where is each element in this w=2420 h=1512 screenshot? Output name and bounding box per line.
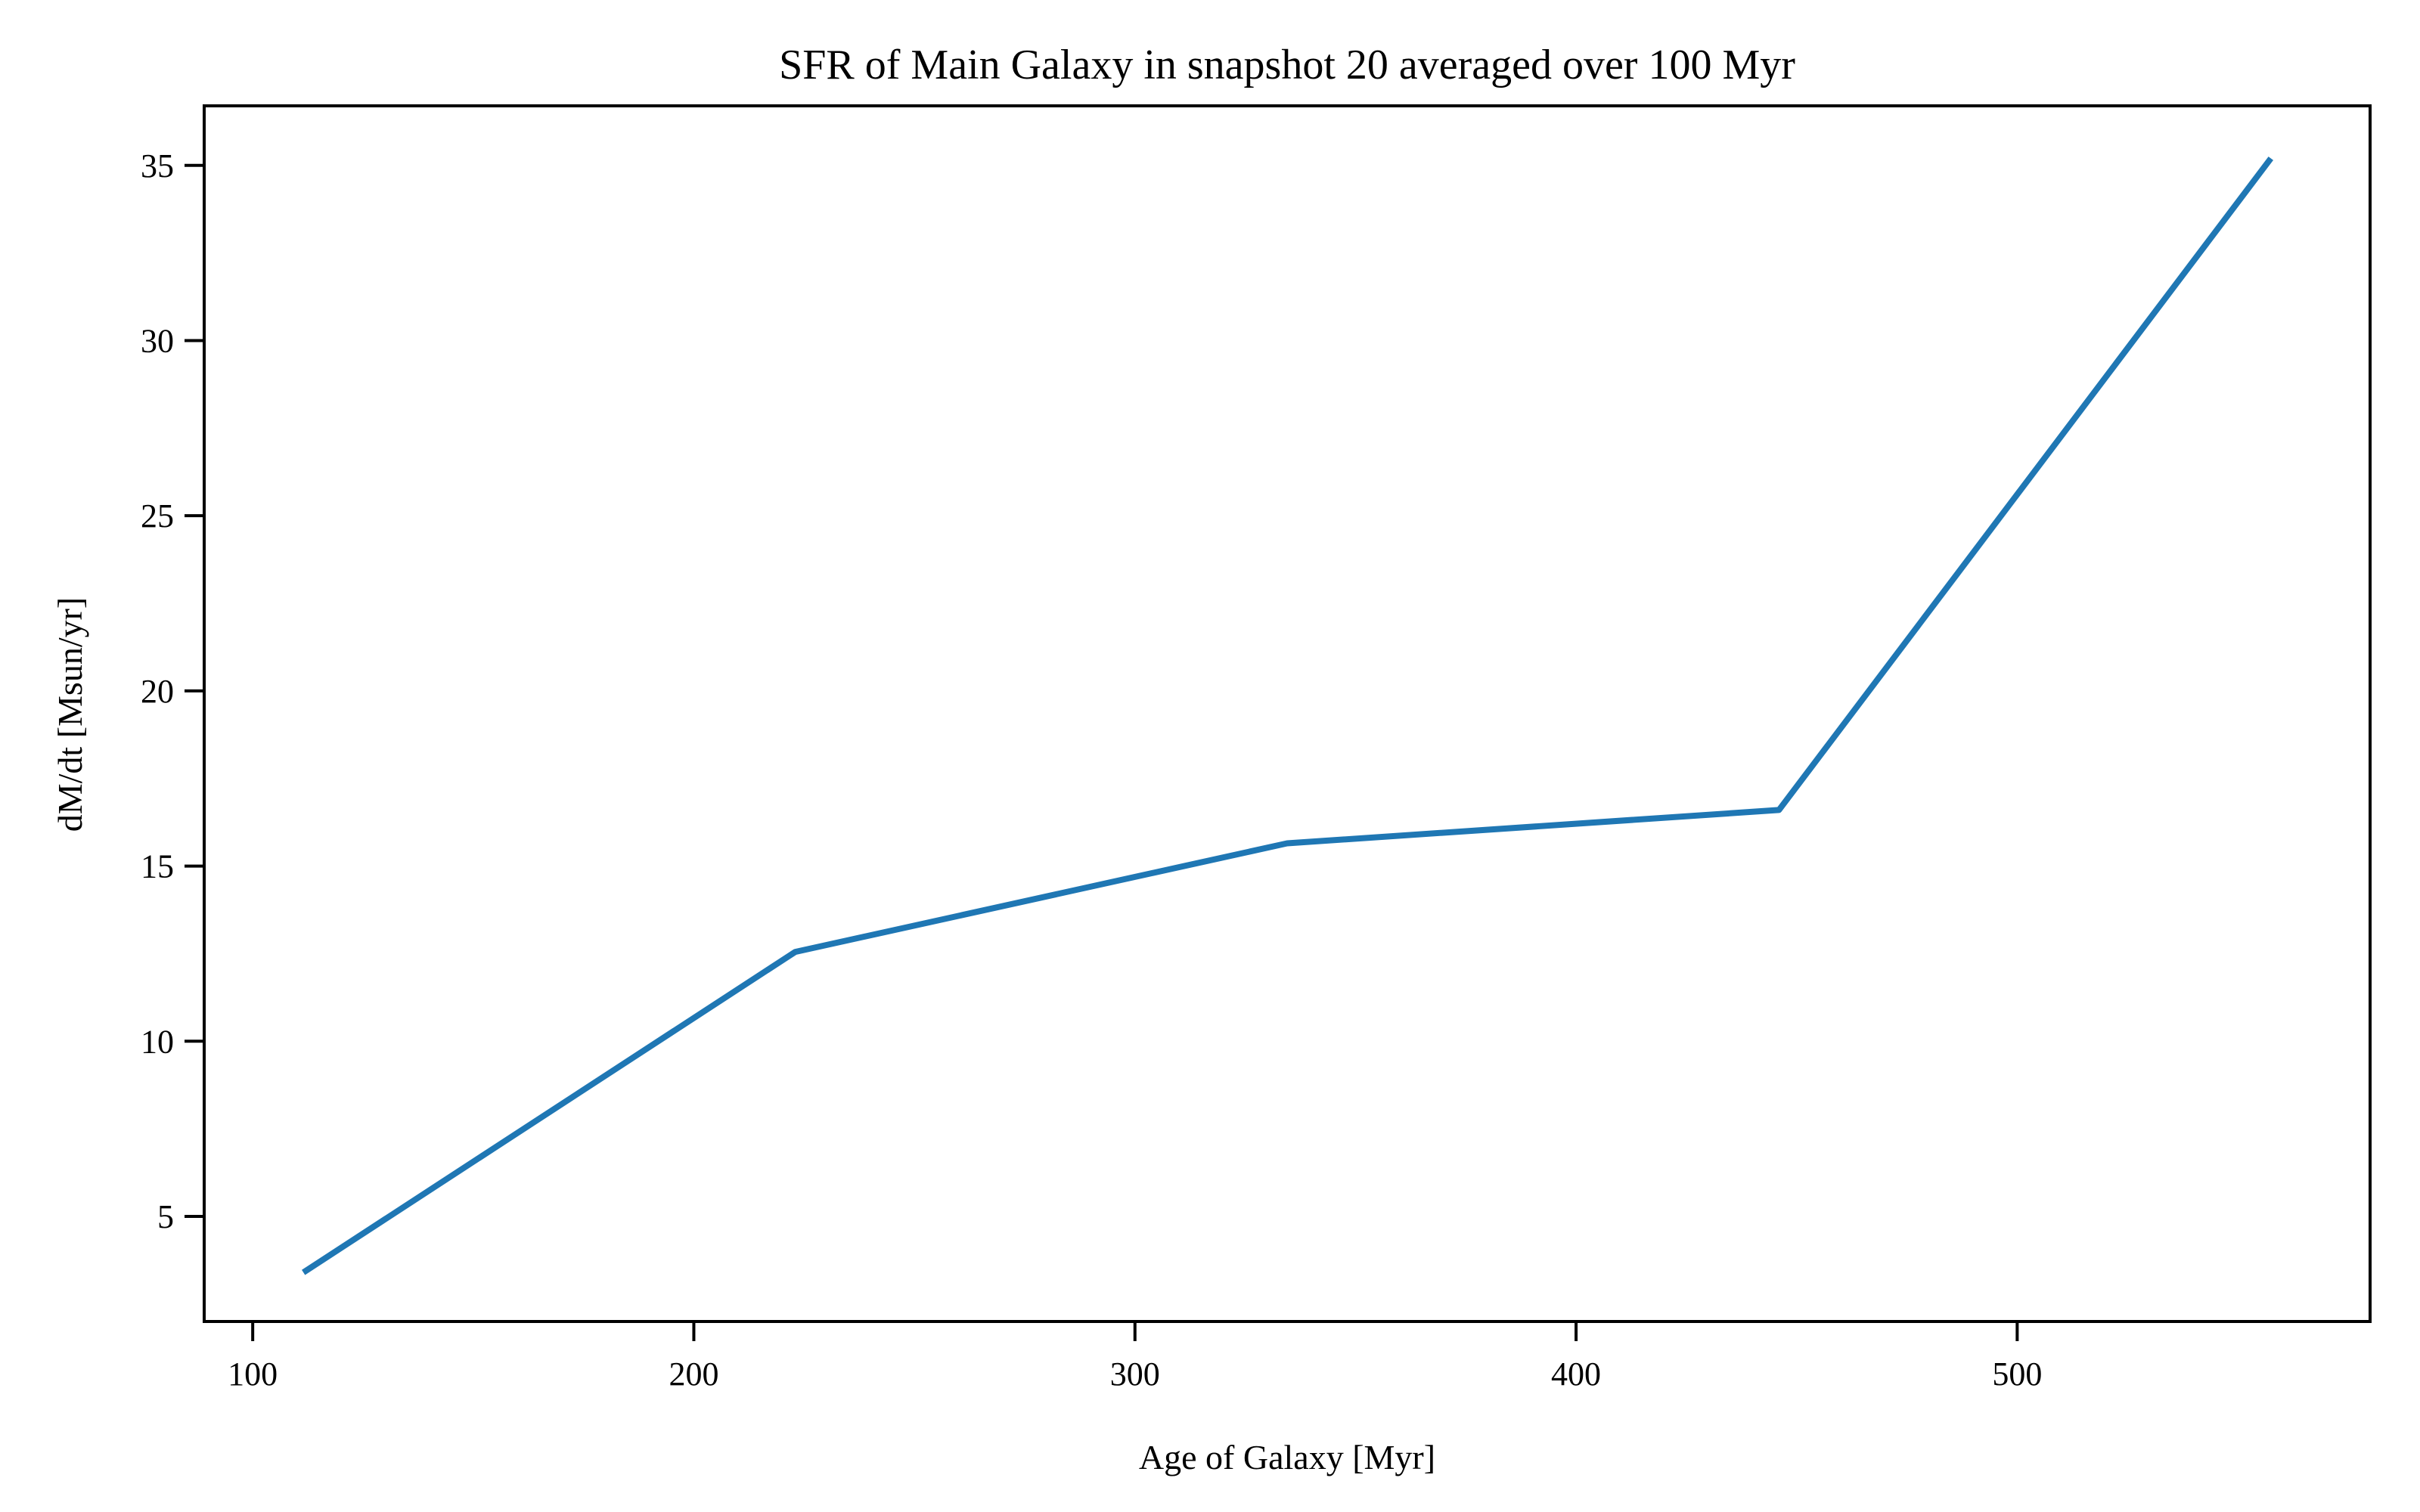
y-tick-label: 10	[141, 1023, 174, 1060]
series-line	[302, 156, 2273, 1275]
x-tick-label: 400	[1551, 1356, 1601, 1393]
y-tick-label: 20	[141, 673, 174, 710]
x-tick-label: 200	[669, 1356, 718, 1393]
x-axis-title: Age of Galaxy [Myr]	[1139, 1438, 1435, 1476]
y-tick-label: 25	[141, 497, 174, 534]
y-tick-label: 30	[141, 322, 174, 359]
plot-frame	[203, 104, 2372, 1323]
y-tick-label: 15	[141, 848, 174, 885]
x-tick-label: 100	[228, 1356, 278, 1393]
x-tick-label: 300	[1110, 1356, 1160, 1393]
y-axis: 5 10 15 20 25 30 35	[141, 147, 204, 1235]
y-tick-label: 35	[141, 147, 174, 184]
chart-title: SFR of Main Galaxy in snapshot 20 averag…	[779, 42, 1795, 88]
x-tick-label: 500	[1992, 1356, 2042, 1393]
y-tick-label: 5	[157, 1198, 174, 1235]
y-axis-title: dM/dt [Msun/yr]	[51, 597, 89, 832]
x-axis: 100 200 300 400 500	[228, 1321, 2042, 1393]
